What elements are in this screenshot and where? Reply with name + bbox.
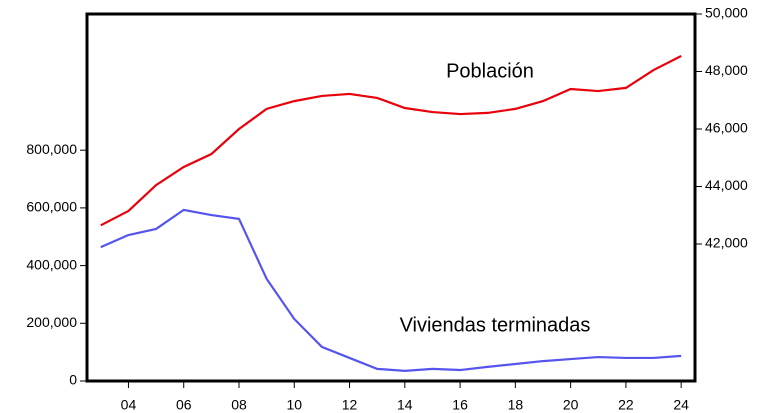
- y-tick-label: 200,000: [26, 314, 77, 330]
- x-tick-label: 18: [508, 397, 524, 413]
- y-tick-label: 400,000: [26, 256, 77, 272]
- x-tick-label: 20: [563, 397, 579, 413]
- y2-tick-label: 42,000: [705, 235, 748, 251]
- x-tick-label: 08: [231, 397, 247, 413]
- y2-tick-label: 44,000: [705, 177, 748, 193]
- series-annotation: Población: [446, 60, 534, 82]
- y2-tick-label: 48,000: [705, 62, 748, 78]
- series-line: [100, 54, 682, 227]
- x-tick-label: 04: [121, 397, 137, 413]
- y2-tick-label: 50,000: [705, 5, 748, 21]
- x-tick-label: 24: [673, 397, 689, 413]
- x-tick-label: 16: [452, 397, 468, 413]
- x-tick-label: 12: [342, 397, 358, 413]
- y-tick-label: 0: [69, 372, 77, 388]
- series-line: [100, 208, 682, 373]
- y-tick-label: 600,000: [26, 199, 77, 215]
- plot-frame: [85, 12, 697, 383]
- x-tick-label: 06: [176, 397, 192, 413]
- x-tick-label: 14: [397, 397, 413, 413]
- y2-tick-label: 46,000: [705, 120, 748, 136]
- y-tick-label: 800,000: [26, 141, 77, 157]
- x-tick-label: 10: [286, 397, 302, 413]
- series-annotation: Viviendas terminadas: [400, 314, 591, 336]
- x-tick-label: 22: [618, 397, 634, 413]
